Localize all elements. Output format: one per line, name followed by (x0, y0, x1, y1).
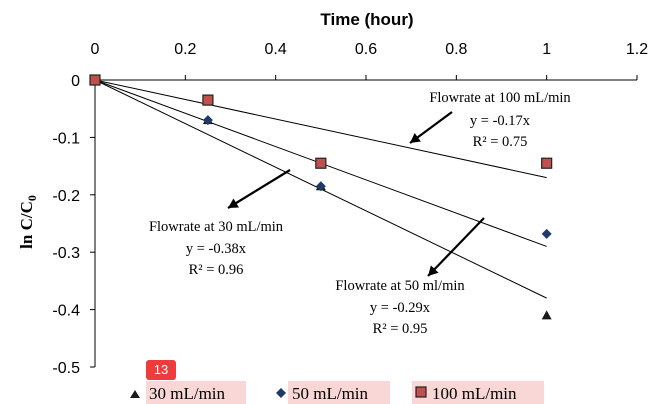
arrow-30 (227, 169, 291, 209)
legend-highlight-3 (412, 381, 544, 404)
x-tick-label: 0.6 (355, 41, 377, 58)
x-tick-label: 0 (91, 41, 100, 58)
annotation-50-line1: Flowrate at 50 ml/min (335, 278, 465, 294)
arrow-50 (427, 217, 485, 277)
y-tick-label: 0 (71, 73, 80, 90)
data-point-50 (541, 228, 552, 239)
y-tick-label: -0.2 (52, 188, 80, 205)
annotation-30: Flowrate at 30 mL/min y = -0.38x R² = 0.… (149, 219, 284, 278)
legend-label-30: 30 mL/min (149, 384, 226, 403)
arrow-30-head (228, 198, 239, 208)
y-tick-label: -0.4 (52, 303, 80, 320)
legend-highlight-2 (288, 381, 390, 404)
legend-marker-diamond (276, 388, 286, 398)
legend-label-50: 50 mL/min (292, 384, 369, 403)
annotation-100-line2: y = -0.17x (470, 113, 531, 129)
data-point-100 (315, 157, 327, 169)
data-point-100 (202, 94, 214, 106)
x-tick-label: 1.2 (626, 41, 648, 58)
y-axis-title: ln C/C0 (17, 195, 39, 249)
annotation-30-line3: R² = 0.96 (189, 262, 244, 278)
x-tick-labels: 0 0.2 0.4 0.6 0.8 1 1.2 (91, 41, 649, 58)
annotation-100-line3: R² = 0.75 (473, 134, 528, 150)
annotation-50: Flowrate at 50 ml/min y = -0.29x R² = 0.… (335, 278, 465, 337)
annotation-arrows (227, 111, 485, 277)
y-axis-title-subscript: 0 (25, 195, 39, 201)
y-tick-label: -0.5 (52, 360, 80, 377)
arrow-50-head (428, 265, 439, 276)
annotation-badge: 13 (146, 360, 176, 380)
annotation-100-line1: Flowrate at 100 mL/min (429, 90, 571, 106)
y-axis-title-main: ln C/C (17, 201, 36, 249)
legend-label-100: 100 mL/min (432, 384, 517, 403)
data-point-50 (315, 181, 326, 192)
x-tick-label: 1 (542, 41, 551, 58)
annotation-50-line2: y = -0.29x (370, 300, 431, 316)
annotation-50-line3: R² = 0.95 (373, 321, 428, 337)
y-tick-label: -0.1 (52, 130, 80, 147)
legend-marker-square (415, 386, 427, 398)
axes (90, 75, 638, 368)
data-point-100 (541, 157, 553, 169)
data-point-50 (202, 115, 213, 126)
annotation-100: Flowrate at 100 mL/min y = -0.17x R² = 0… (429, 90, 571, 150)
y-tick-labels: 0 -0.1 -0.2 -0.3 -0.4 -0.5 (52, 73, 80, 377)
legend-marker-triangle (130, 390, 140, 398)
data-points (89, 74, 553, 320)
x-tick-label: 0.4 (265, 41, 287, 58)
data-point-100 (89, 74, 101, 86)
x-tick-label: 0.2 (174, 41, 196, 58)
annotation-30-line1: Flowrate at 30 mL/min (149, 219, 284, 235)
annotation-30-line2: y = -0.38x (186, 241, 247, 257)
legend: 30 mL/min 50 mL/min 100 mL/min (130, 381, 544, 404)
legend-highlight-1 (146, 381, 246, 404)
data-point-30 (541, 310, 552, 320)
x-axis-title: Time (hour) (320, 10, 413, 29)
x-tick-label: 0.8 (445, 41, 467, 58)
y-tick-label: -0.3 (52, 245, 80, 262)
trend-line-100 (94, 79, 547, 179)
arrow-100-head (410, 133, 421, 143)
